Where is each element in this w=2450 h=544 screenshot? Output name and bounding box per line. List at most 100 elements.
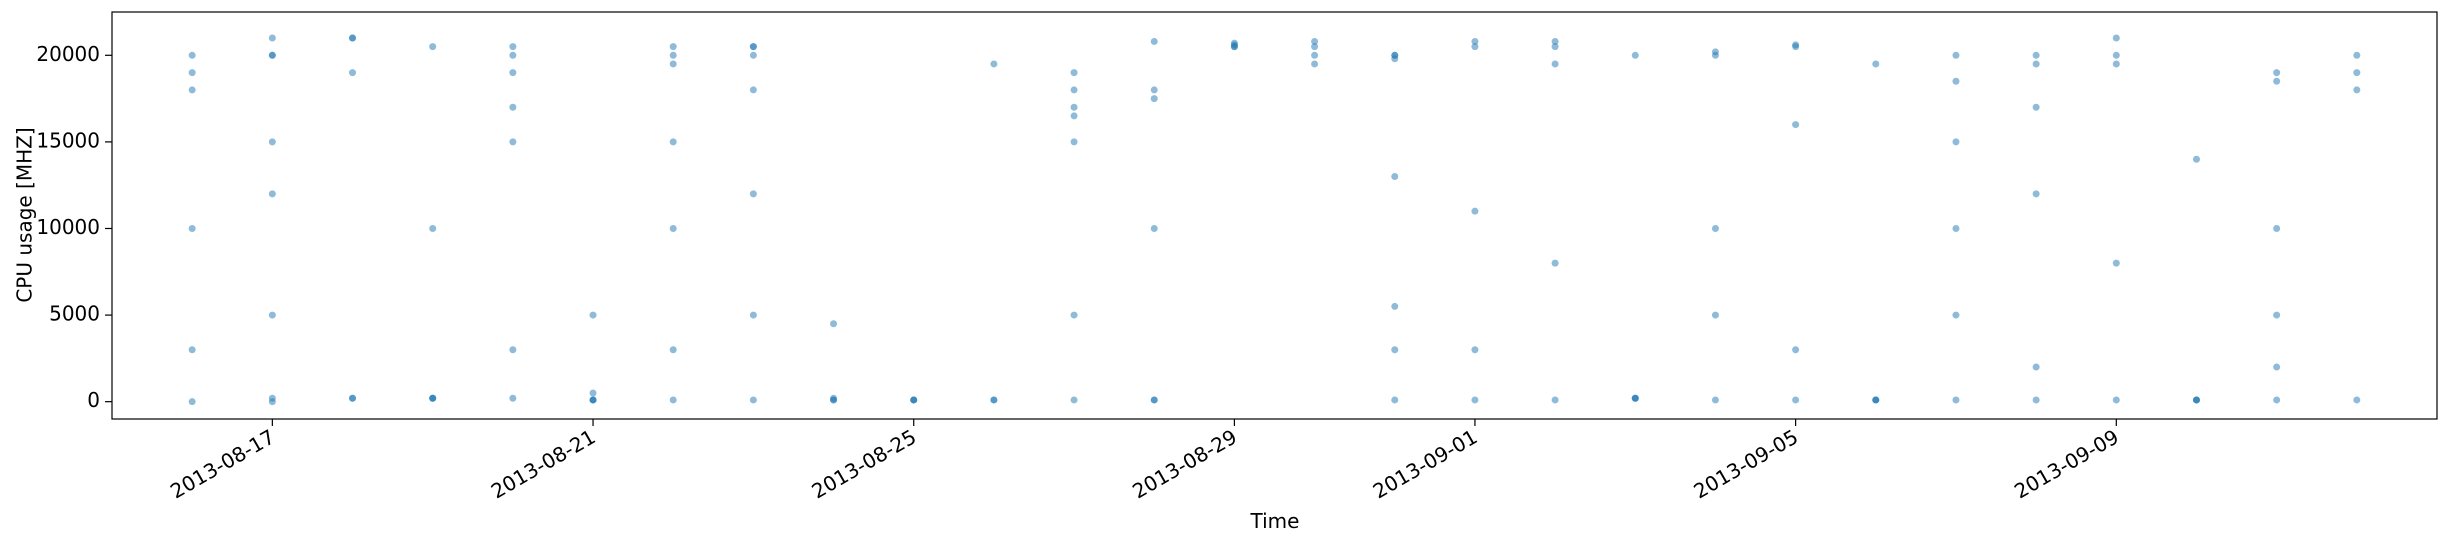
point [749,86,757,94]
x-tick-label: 2013-09-09 [2010,425,2123,504]
point [188,224,196,232]
point [509,346,517,354]
point [2192,396,2200,404]
point [1150,37,1158,45]
point [749,396,757,404]
point [1952,224,1960,232]
point [669,396,677,404]
point [268,394,276,402]
x-tick-label: 2013-08-17 [166,425,279,504]
point [1150,86,1158,94]
point [1792,346,1800,354]
point [1952,311,1960,319]
y-tick-label: 0 [87,388,100,412]
x-tick-label: 2013-09-01 [1369,425,1482,504]
point [1551,37,1559,45]
point [2353,51,2361,59]
x-tick-label: 2013-08-21 [487,425,600,504]
point [1230,43,1238,51]
point [1471,396,1479,404]
point [1551,259,1559,267]
point [2273,396,2281,404]
point [2273,77,2281,85]
point [1070,112,1078,120]
point [2032,51,2040,59]
point [1471,207,1479,215]
point [1872,396,1880,404]
point [268,34,276,42]
point [1952,77,1960,85]
point [268,138,276,146]
point [1952,51,1960,59]
point [1070,103,1078,111]
point [1311,43,1319,51]
point [188,51,196,59]
point [990,396,998,404]
point [2032,103,2040,111]
point [1711,311,1719,319]
point [2032,363,2040,371]
point [2032,396,2040,404]
point [2112,396,2120,404]
point [1471,37,1479,45]
x-tick-label: 2013-08-25 [808,425,921,504]
point [830,396,838,404]
point [669,43,677,51]
point [1150,224,1158,232]
point [1952,138,1960,146]
point [1391,396,1399,404]
x-axis-label: Time [1250,509,1300,533]
point [1792,121,1800,129]
point [1952,396,1960,404]
point [1711,224,1719,232]
point [509,69,517,77]
point [589,311,597,319]
point [188,398,196,406]
point [669,346,677,354]
point [2353,69,2361,77]
point [429,43,437,51]
point [1070,396,1078,404]
point [669,51,677,59]
point [2192,155,2200,163]
point [749,190,757,198]
point [749,51,757,59]
point [1070,311,1078,319]
point [1311,51,1319,59]
point [188,86,196,94]
point [2032,60,2040,68]
x-tick-label: 2013-08-29 [1128,425,1241,504]
y-axis-label: CPU usage [MHZ] [13,127,37,302]
point [1551,43,1559,51]
point [349,69,357,77]
point [429,394,437,402]
point [2112,60,2120,68]
point [830,320,838,328]
y-tick-label: 10000 [36,215,100,239]
point [1311,37,1319,45]
point [509,138,517,146]
point [1391,51,1399,59]
y-tick-label: 5000 [49,302,100,326]
point [669,224,677,232]
point [509,43,517,51]
point [1070,86,1078,94]
point [1711,48,1719,56]
point [1792,43,1800,51]
point [2112,259,2120,267]
point [2273,69,2281,77]
point [268,190,276,198]
point [188,69,196,77]
y-tick-label: 20000 [36,42,100,66]
y-tick-label: 15000 [36,128,100,152]
point [2112,51,2120,59]
point [1711,396,1719,404]
point [1391,173,1399,181]
point [268,311,276,319]
point [349,34,357,42]
point [509,103,517,111]
point [1150,396,1158,404]
point [2273,224,2281,232]
point [749,43,757,51]
